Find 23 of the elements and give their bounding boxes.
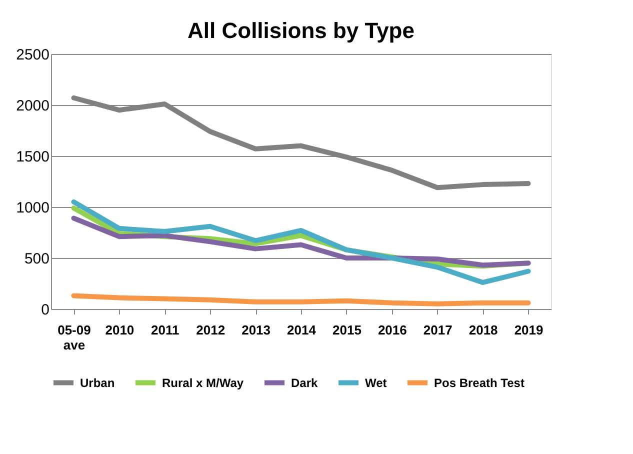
legend-label: Wet bbox=[365, 376, 387, 390]
legend-label: Pos Breath Test bbox=[434, 376, 524, 390]
x-tick-label: 05-09 ave bbox=[58, 322, 91, 352]
x-tick-label: 2015 bbox=[332, 322, 362, 338]
y-tick-label: 2500 bbox=[16, 46, 50, 64]
y-tick-label: 1000 bbox=[16, 200, 50, 216]
y-tick-label: 0 bbox=[41, 302, 50, 318]
legend-label: Urban bbox=[80, 376, 115, 390]
y-tick-label: 2000 bbox=[16, 98, 50, 114]
x-tick-label: 2013 bbox=[242, 322, 271, 338]
x-tick-label: 2012 bbox=[196, 322, 226, 338]
x-tick-label: 2016 bbox=[378, 322, 407, 338]
x-tick-label: 2019 bbox=[514, 322, 544, 338]
x-tick-label: 2018 bbox=[468, 322, 498, 338]
legend-label: Dark bbox=[291, 376, 318, 390]
x-tick-label: 2011 bbox=[151, 322, 180, 338]
y-tick-label: 500 bbox=[24, 250, 50, 268]
legend-label: Rural x M/Way bbox=[162, 376, 244, 390]
y-tick-label: 1500 bbox=[16, 148, 50, 166]
x-tick-label: 2017 bbox=[423, 322, 452, 338]
x-tick-label: 2014 bbox=[287, 322, 317, 338]
chart-title: All Collisions by Type bbox=[188, 18, 414, 43]
x-tick-label: 2010 bbox=[105, 322, 134, 338]
